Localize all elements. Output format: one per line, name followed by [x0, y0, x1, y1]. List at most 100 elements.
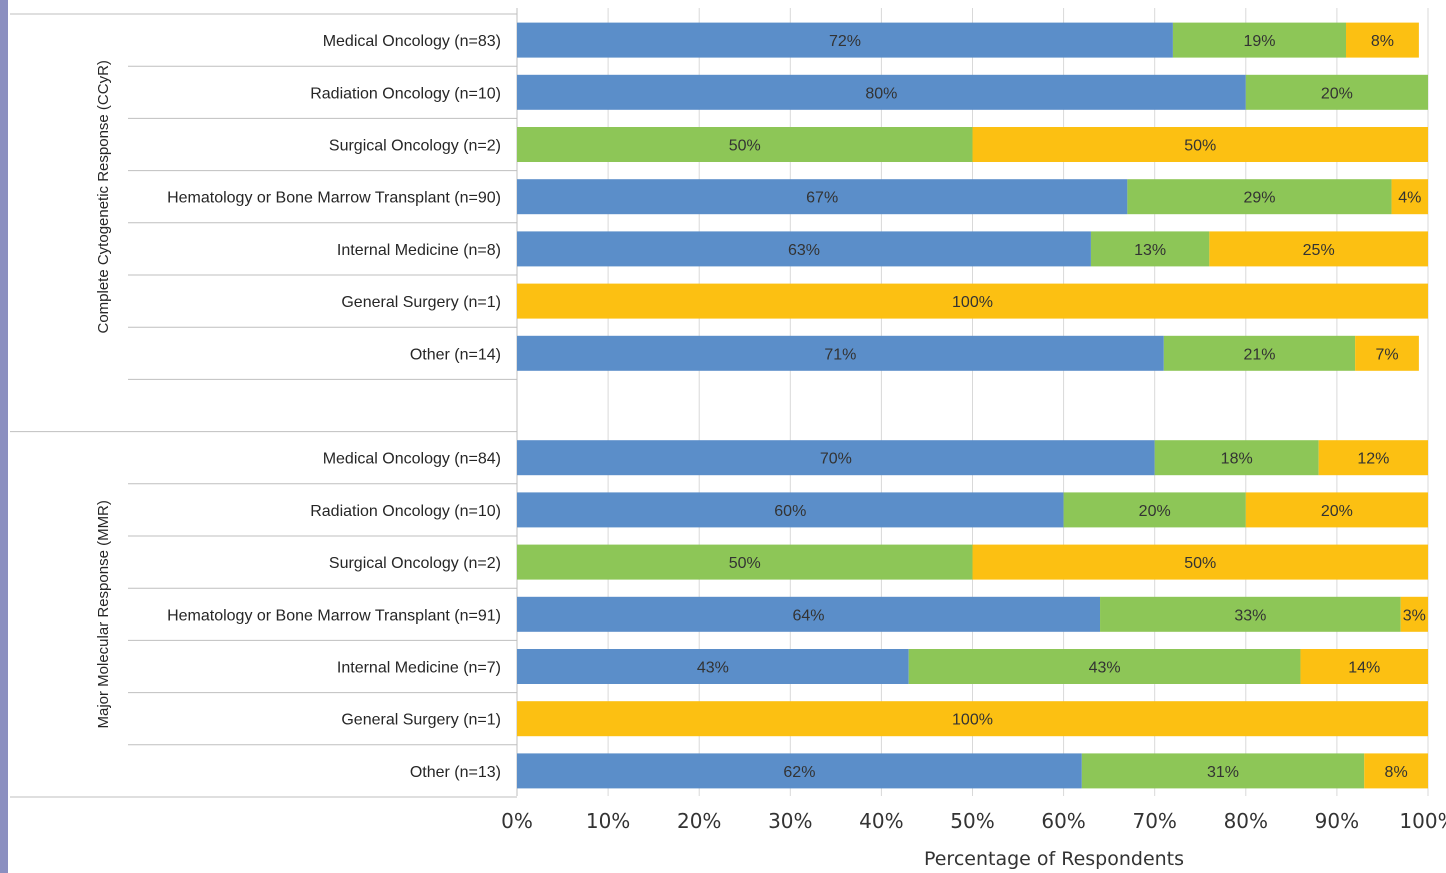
bar-segment [1364, 753, 1428, 789]
category-label: Hematology or Bone Marrow Transplant (n=… [167, 607, 501, 624]
bar-segment [1391, 179, 1428, 215]
data-label: 70% [820, 451, 852, 468]
data-label: 60% [774, 503, 806, 520]
data-label: 29% [1243, 190, 1275, 207]
data-label: 50% [1184, 138, 1216, 155]
bar-segment [517, 231, 1091, 267]
category-label: Internal Medicine (n=8) [337, 242, 501, 259]
bar-segment [517, 596, 1101, 632]
data-label: 50% [729, 555, 761, 572]
data-label: 67% [806, 190, 838, 207]
bar-segment [1318, 440, 1428, 476]
bar-segment [517, 649, 909, 684]
bar-segment [972, 127, 1428, 162]
bar-segment [517, 544, 973, 580]
bar-segment [1090, 231, 1210, 267]
data-label: 8% [1371, 33, 1394, 50]
category-label: Surgical Oncology (n=2) [329, 138, 501, 155]
data-label: 14% [1348, 660, 1380, 677]
category-label: Medical Oncology (n=84) [323, 451, 501, 468]
bar-segment [1245, 492, 1428, 528]
data-label: 33% [1234, 607, 1266, 624]
bar-segment [517, 127, 973, 162]
bar-segment [1355, 335, 1419, 371]
bar-segment [517, 701, 1428, 737]
bar-segment [972, 544, 1428, 580]
data-label: 19% [1243, 33, 1275, 50]
data-label: 62% [783, 764, 815, 781]
bar-segment [517, 179, 1128, 215]
x-axis-title: Percentage of Respondents [924, 848, 1184, 870]
bar-segment [1245, 74, 1428, 110]
bar-segment [1100, 596, 1401, 632]
x-tick-label: 90% [1315, 809, 1359, 833]
data-label: 31% [1207, 764, 1239, 781]
category-label: Surgical Oncology (n=2) [329, 555, 501, 572]
data-label: 72% [829, 33, 861, 50]
x-tick-label: 50% [950, 809, 994, 833]
data-label: 21% [1243, 346, 1275, 363]
bar-segment [517, 283, 1428, 319]
bar-segment [517, 74, 1246, 110]
bar-segment [1346, 22, 1419, 58]
category-label: Other (n=13) [410, 764, 501, 781]
data-label: 50% [729, 138, 761, 155]
group-label: Major Molecular Response (MMR) [95, 500, 112, 728]
data-label: 63% [788, 242, 820, 259]
category-label: Radiation Oncology (n=10) [310, 503, 501, 520]
data-label: 43% [697, 660, 729, 677]
data-label: 43% [1089, 660, 1121, 677]
x-tick-label: 20% [677, 809, 721, 833]
group-label: Complete Cytogenetic Response (CCyR) [95, 60, 112, 333]
data-label: 64% [793, 607, 825, 624]
bar-segment [1172, 22, 1347, 58]
data-label: 20% [1321, 85, 1353, 102]
data-label: 80% [865, 85, 897, 102]
bar-segment [517, 492, 1064, 528]
left-accent-strip [0, 0, 8, 873]
x-tick-label: 80% [1224, 809, 1268, 833]
x-tick-label: 70% [1132, 809, 1176, 833]
bar-segment [517, 335, 1164, 371]
x-tick-label: 0% [501, 809, 533, 833]
category-label: Hematology or Bone Marrow Transplant (n=… [167, 190, 501, 207]
bar-segment [1300, 649, 1428, 684]
data-label: 100% [952, 712, 993, 729]
category-label: Internal Medicine (n=7) [337, 660, 501, 677]
bar-segment [517, 440, 1155, 476]
bar-segment [1209, 231, 1428, 267]
data-label: 20% [1139, 503, 1171, 520]
bar-segment [517, 22, 1173, 58]
x-tick-label: 100% [1399, 809, 1446, 833]
data-label: 12% [1357, 451, 1389, 468]
data-label: 8% [1385, 764, 1408, 781]
data-label: 18% [1221, 451, 1253, 468]
category-label: Radiation Oncology (n=10) [310, 85, 501, 102]
bar-segment [1163, 335, 1356, 371]
bar-segment [1081, 753, 1365, 789]
x-tick-label: 60% [1041, 809, 1085, 833]
category-label: General Surgery (n=1) [341, 712, 501, 729]
bar-segment [1127, 179, 1392, 215]
x-tick-label: 30% [768, 809, 812, 833]
data-label: 7% [1375, 346, 1398, 363]
category-label: Medical Oncology (n=83) [323, 33, 501, 50]
data-label: 20% [1321, 503, 1353, 520]
data-label: 50% [1184, 555, 1216, 572]
bar-segment [517, 753, 1082, 789]
data-label: 100% [952, 294, 993, 311]
category-label: General Surgery (n=1) [341, 294, 501, 311]
data-label: 25% [1303, 242, 1335, 259]
data-label: 3% [1403, 607, 1426, 624]
x-tick-label: 10% [586, 809, 630, 833]
data-label: 13% [1134, 242, 1166, 259]
bar-segment [1400, 596, 1428, 632]
x-tick-label: 40% [859, 809, 903, 833]
bar-segment [1063, 492, 1246, 528]
data-label: 4% [1398, 190, 1421, 207]
bar-segment [908, 649, 1301, 684]
category-label: Other (n=14) [410, 346, 501, 363]
bar-segment [1154, 440, 1319, 476]
data-label: 71% [824, 346, 856, 363]
